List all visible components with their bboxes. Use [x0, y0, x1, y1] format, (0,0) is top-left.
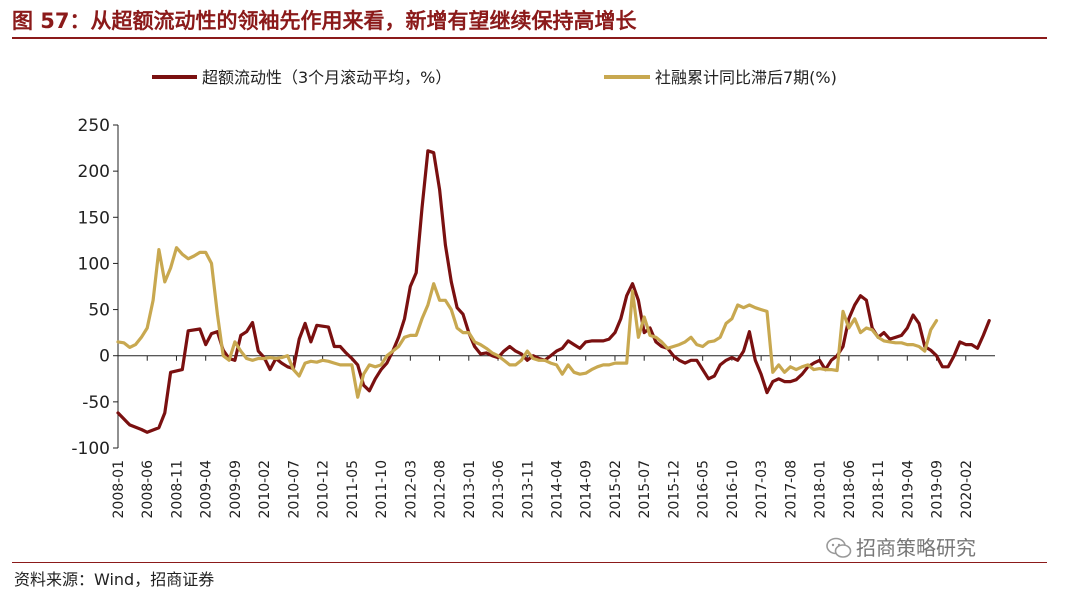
y-tick-label: -50: [82, 393, 110, 413]
chart-title: 图 57：从超额流动性的领袖先作用来看，新增有望继续保持高增长: [12, 9, 637, 33]
series-layer: [116, 149, 991, 434]
y-tick-label: 100: [78, 254, 110, 274]
legend-label-series-1: 超额流动性（3个月滚动平均，%）: [202, 68, 451, 87]
y-tick-label: 200: [78, 162, 110, 182]
x-tick-label: 2017-03: [754, 460, 770, 519]
series-line-1: [116, 149, 991, 434]
x-tick-label: 2008-06: [140, 460, 156, 519]
y-tick-label: 150: [78, 208, 110, 228]
y-tick-label: 50: [88, 301, 110, 321]
x-tick-label: 2015-02: [608, 460, 624, 519]
x-tick-label: 2008-11: [169, 460, 185, 519]
x-tick-label: 2014-09: [579, 460, 595, 519]
watermark: 招商策略研究: [826, 532, 976, 561]
axes: -100 -50 0 50 100 150 200 250 2008-01 2008-06 2008…: [71, 116, 995, 519]
y-tick-label: 250: [78, 116, 110, 136]
wechat-icon: [826, 537, 852, 558]
x-tick-label: 2016-05: [696, 460, 712, 519]
footer-divider: [12, 562, 1047, 563]
x-tick-label: 2011-10: [374, 460, 390, 519]
x-tick-label: 2010-07: [286, 460, 302, 519]
x-tick-label: 2019-09: [930, 460, 946, 519]
x-tick-label: 2019-04: [900, 460, 916, 519]
x-tick-label: 2010-12: [316, 460, 332, 519]
x-tick-label: 2009-09: [228, 460, 244, 519]
y-tick-label: -100: [71, 439, 110, 459]
source-note: 资料来源：Wind，招商证券: [14, 570, 215, 589]
line-chart: 超额流动性（3个月滚动平均，%） 社融累计同比滞后7期(%) -100 -50 0 5…: [71, 68, 995, 519]
x-tick-label: 2013-06: [491, 460, 507, 519]
y-tick-label: 0: [99, 347, 110, 367]
x-tick-label: 2020-02: [959, 460, 975, 519]
x-tick-label: 2013-01: [462, 460, 478, 519]
x-tick-label: 2008-01: [111, 460, 127, 519]
x-tick-label: 2015-12: [666, 460, 682, 519]
x-tick-label: 2017-08: [783, 460, 799, 519]
x-tick-label: 2014-04: [550, 460, 566, 519]
legend: 超额流动性（3个月滚动平均，%） 社融累计同比滞后7期(%): [152, 68, 837, 87]
watermark-text: 招商策略研究: [856, 536, 976, 560]
x-tick-label: 2012-03: [403, 460, 419, 519]
x-tick-label: 2011-05: [345, 460, 361, 519]
x-tick-label: 2012-08: [433, 460, 449, 519]
x-tick-label: 2010-02: [257, 460, 273, 519]
series-line-2: [116, 246, 939, 399]
x-tick-label: 2018-01: [813, 460, 829, 519]
title-divider: [12, 37, 1047, 39]
x-tick-label: 2018-06: [842, 460, 858, 519]
legend-label-series-2: 社融累计同比滞后7期(%): [655, 68, 837, 87]
x-tick-label: 2016-10: [725, 460, 741, 519]
x-tick-label: 2009-04: [199, 460, 215, 519]
x-tick-label: 2015-07: [637, 460, 653, 519]
x-tick-label: 2018-11: [871, 460, 887, 519]
x-tick-label: 2013-11: [520, 460, 536, 519]
